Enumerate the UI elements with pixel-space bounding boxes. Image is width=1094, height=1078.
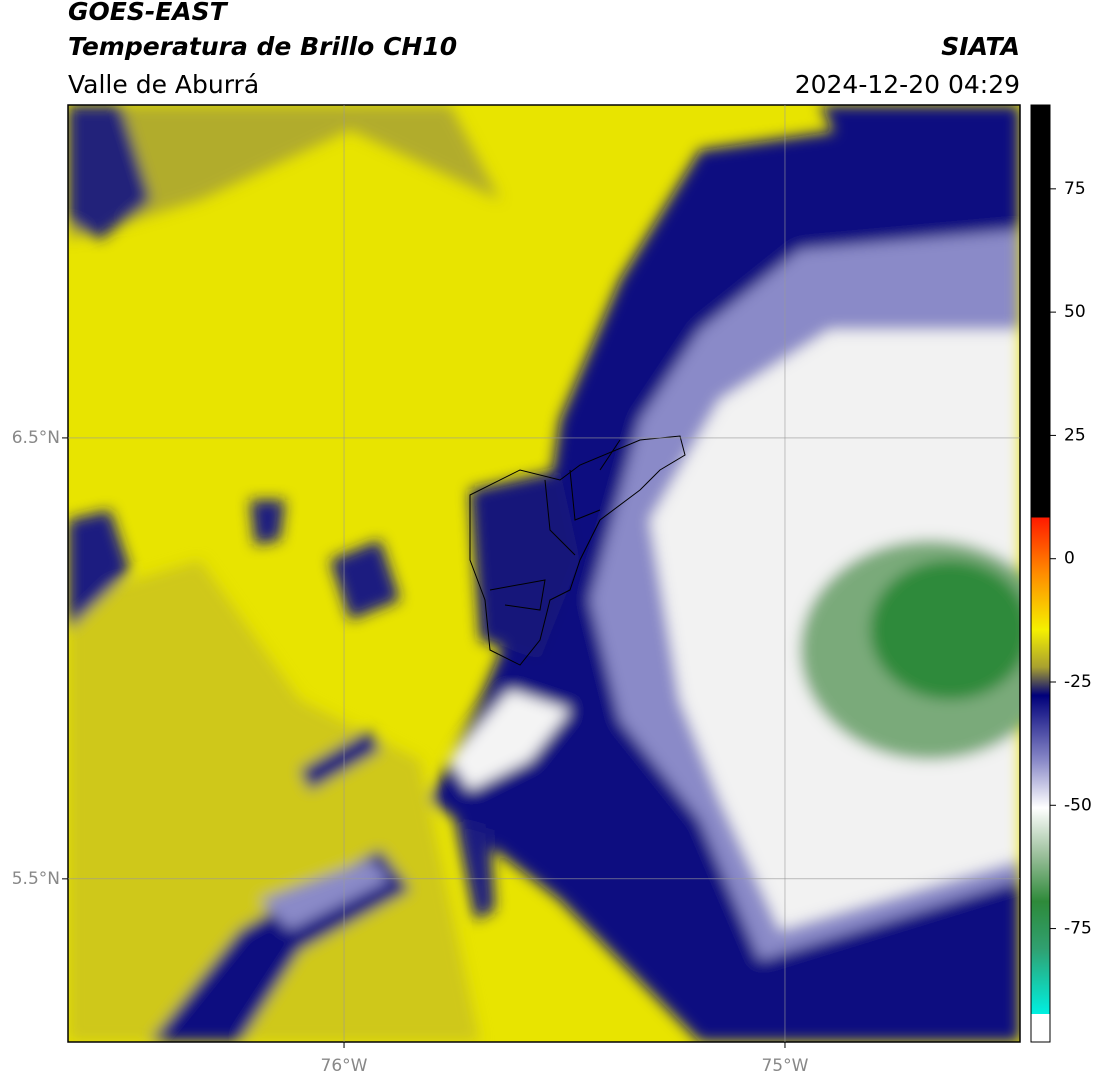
colorbar-tick-label: -50 (1064, 795, 1092, 815)
source: SIATA (941, 32, 1020, 61)
x-tick-label: 76°W (321, 1056, 368, 1076)
colorbar-tick-label: 50 (1064, 302, 1086, 322)
colorbar (1030, 104, 1051, 1043)
colorbar-tick-label: -75 (1064, 919, 1092, 939)
colorbar-tick-label: 0 (1064, 549, 1075, 569)
colorbar-tick-label: -25 (1064, 672, 1092, 692)
y-tick-label: 5.5°N (12, 869, 60, 889)
region: Valle de Aburrá (68, 70, 259, 99)
subtitle: Temperatura de Brillo CH10 (68, 32, 457, 61)
colorbar-tick-label: 25 (1064, 425, 1086, 445)
x-tick-label: 75°W (761, 1056, 808, 1076)
y-tick-label: 6.5°N (12, 428, 60, 448)
timestamp: 2024-12-20 04:29 (795, 70, 1020, 99)
satellite-image (68, 105, 1020, 1042)
colorbar-tick-label: 75 (1064, 179, 1086, 199)
title: GOES-EAST (68, 0, 229, 26)
map-frame (67, 104, 1021, 1043)
